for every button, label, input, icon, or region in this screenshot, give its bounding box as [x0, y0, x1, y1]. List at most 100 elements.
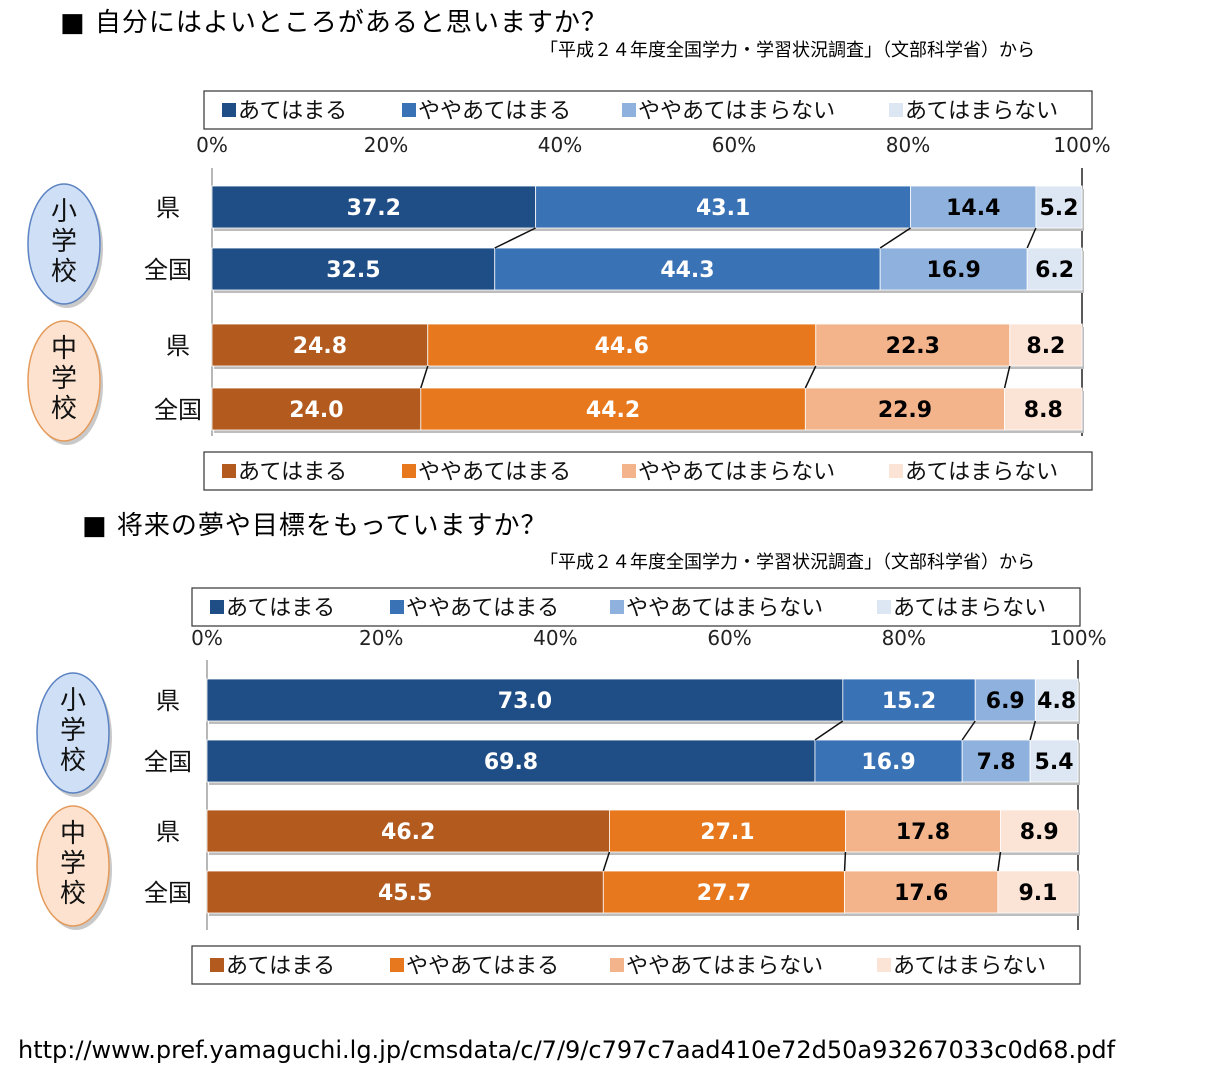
legend-top-2-swatch — [610, 600, 624, 614]
legend-top-1-label: ややあてはまらない — [638, 99, 835, 124]
group-label-char: 校 — [51, 257, 77, 287]
x-tick-label: 60% — [707, 626, 751, 650]
legend-bottom-2-label: ややあてはまらない — [626, 954, 823, 979]
legend-top-2-label: あてはまらない — [893, 596, 1046, 621]
bar-segment — [974, 678, 1036, 722]
legend-top-2-label: ややあてはまる — [406, 596, 559, 621]
legend-bottom-1-label: ややあてはまらない — [638, 460, 835, 485]
legend-bottom-2-frame — [191, 945, 1081, 985]
row-label: 全国 — [144, 748, 192, 776]
bar-segment — [206, 870, 604, 914]
legend-top-1-label: あてはまる — [238, 99, 347, 124]
legend-bottom-2-label: ややあてはまる — [406, 954, 559, 979]
bar-value-label: 16.9 — [861, 750, 915, 775]
bar-value-label: 24.8 — [293, 334, 347, 359]
bar-segment — [844, 870, 999, 914]
bar-value-label: 27.7 — [697, 881, 751, 906]
bar-value-label: 4.8 — [1037, 689, 1076, 714]
bar-segment — [815, 323, 1011, 367]
bar-value-label: 27.1 — [700, 820, 754, 845]
legend-bottom-1-label: ややあてはまる — [418, 460, 571, 485]
bar-value-label: 6.2 — [1035, 258, 1074, 283]
x-tick-label: 0% — [191, 626, 223, 650]
bar-value-label: 6.9 — [986, 689, 1025, 714]
series-connector — [879, 227, 912, 249]
legend-top-1-label: ややあてはまる — [418, 99, 571, 124]
bar-segment — [1026, 247, 1083, 291]
legend-top-1-swatch — [222, 103, 236, 117]
group-label-oval — [36, 672, 110, 794]
x-tick-label: 0% — [196, 133, 228, 157]
series-connector — [843, 851, 847, 872]
legend-bottom-1-label: あてはまる — [238, 460, 347, 485]
group-label-char: 校 — [51, 394, 77, 424]
bar-segment — [211, 323, 429, 367]
x-tick-label: 60% — [712, 133, 756, 157]
group-label-char: 学 — [60, 716, 86, 746]
bar-segment — [910, 185, 1037, 229]
legend-top-2-label: あてはまる — [226, 596, 335, 621]
bar-value-label: 37.2 — [347, 196, 401, 221]
bar-segment — [211, 387, 422, 431]
bar-value-label: 73.0 — [498, 689, 552, 714]
bar-value-label: 24.0 — [289, 398, 343, 423]
legend-bottom-2: あてはまる ややあてはまる ややあてはまらない あてはまらない — [191, 945, 1081, 985]
bar-segment — [1034, 678, 1079, 722]
bar-segment — [206, 678, 844, 722]
bar-value-label: 43.1 — [696, 196, 750, 221]
x-tick-label: 20% — [359, 626, 403, 650]
group-label-char: 中 — [51, 334, 77, 364]
bar-segment — [494, 247, 881, 291]
group-label-oval — [36, 805, 110, 927]
bar-segment — [842, 678, 976, 722]
legend-bottom-2-swatch — [390, 958, 404, 972]
bar-value-label: 16.9 — [927, 258, 981, 283]
x-tick-label: 20% — [364, 133, 408, 157]
bar-value-label: 5.4 — [1035, 750, 1074, 775]
bar-segment — [1009, 323, 1083, 367]
bar-segment — [602, 870, 845, 914]
legend-top-2-label: ややあてはまらない — [626, 596, 823, 621]
series-connector — [420, 365, 429, 389]
bar-value-label: 22.9 — [878, 398, 932, 423]
bar-value-label: 8.8 — [1024, 398, 1063, 423]
bar-value-label: 44.2 — [586, 398, 640, 423]
chart-2-title: ■ 将来の夢や目標をもっていますか？ — [82, 511, 548, 541]
bar-value-label: 45.5 — [378, 881, 432, 906]
chart-2-source: 「平成２４年度全国学力・学習状況調査」（文部科学省）から — [540, 552, 1035, 573]
bar-segment — [211, 247, 496, 291]
group-label-oval — [27, 183, 101, 305]
bar-segment — [1035, 185, 1083, 229]
row-label: 県 — [156, 687, 180, 715]
legend-top-1-frame — [203, 90, 1093, 130]
bar-value-label: 46.2 — [381, 820, 435, 845]
bar-segment — [206, 809, 610, 853]
legend-top-1: あてはまる ややあてはまる ややあてはまらない あてはまらない — [203, 90, 1093, 130]
bar-value-label: 69.8 — [484, 750, 538, 775]
bar-segment — [211, 185, 537, 229]
series-connector — [1029, 720, 1037, 741]
series-connector — [1003, 365, 1011, 389]
group-label-char: 中 — [60, 819, 86, 849]
x-tick-label: 80% — [882, 626, 926, 650]
bar-segment — [206, 739, 816, 783]
row-label: 県 — [156, 818, 180, 846]
bar-segment — [804, 387, 1005, 431]
legend-bottom-1-swatch — [622, 464, 636, 478]
series-connector — [494, 227, 536, 249]
x-tick-label: 40% — [538, 133, 582, 157]
legend-top-2-swatch — [390, 600, 404, 614]
legend-bottom-2-swatch — [210, 958, 224, 972]
bar-segment — [1000, 809, 1079, 853]
bar-value-label: 8.9 — [1020, 820, 1059, 845]
group-label-char: 小 — [51, 197, 77, 227]
x-tick-label: 80% — [886, 133, 930, 157]
source-url[interactable]: http://www.pref.yamaguchi.lg.jp/cmsdata/… — [18, 1036, 1116, 1064]
series-connector — [602, 851, 611, 872]
legend-top-1-label: あてはまらない — [905, 99, 1058, 124]
legend-bottom-1-label: あてはまらない — [905, 460, 1058, 485]
bar-segment — [427, 323, 817, 367]
series-connector — [814, 720, 844, 741]
chart-1-title: ■ 自分にはよいところがあると思いますか？ — [60, 8, 608, 38]
